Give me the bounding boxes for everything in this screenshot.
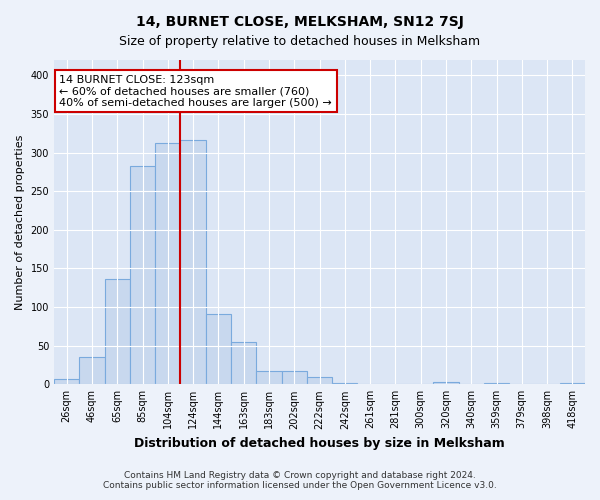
Bar bbox=[79, 358, 104, 384]
Bar bbox=[256, 371, 281, 384]
Bar bbox=[332, 383, 358, 384]
Text: 14, BURNET CLOSE, MELKSHAM, SN12 7SJ: 14, BURNET CLOSE, MELKSHAM, SN12 7SJ bbox=[136, 15, 464, 29]
Bar bbox=[155, 142, 181, 384]
Bar bbox=[484, 383, 509, 384]
Text: 14 BURNET CLOSE: 123sqm
← 60% of detached houses are smaller (760)
40% of semi-d: 14 BURNET CLOSE: 123sqm ← 60% of detache… bbox=[59, 74, 332, 108]
X-axis label: Distribution of detached houses by size in Melksham: Distribution of detached houses by size … bbox=[134, 437, 505, 450]
Bar bbox=[206, 314, 231, 384]
Bar bbox=[231, 342, 256, 384]
Bar bbox=[433, 382, 458, 384]
Bar bbox=[307, 378, 332, 384]
Bar bbox=[281, 371, 307, 384]
Bar bbox=[560, 383, 585, 384]
Text: Contains HM Land Registry data © Crown copyright and database right 2024.
Contai: Contains HM Land Registry data © Crown c… bbox=[103, 470, 497, 490]
Y-axis label: Number of detached properties: Number of detached properties bbox=[15, 134, 25, 310]
Bar bbox=[54, 379, 79, 384]
Bar bbox=[181, 140, 206, 384]
Text: Size of property relative to detached houses in Melksham: Size of property relative to detached ho… bbox=[119, 35, 481, 48]
Bar bbox=[104, 280, 130, 384]
Bar bbox=[130, 166, 155, 384]
